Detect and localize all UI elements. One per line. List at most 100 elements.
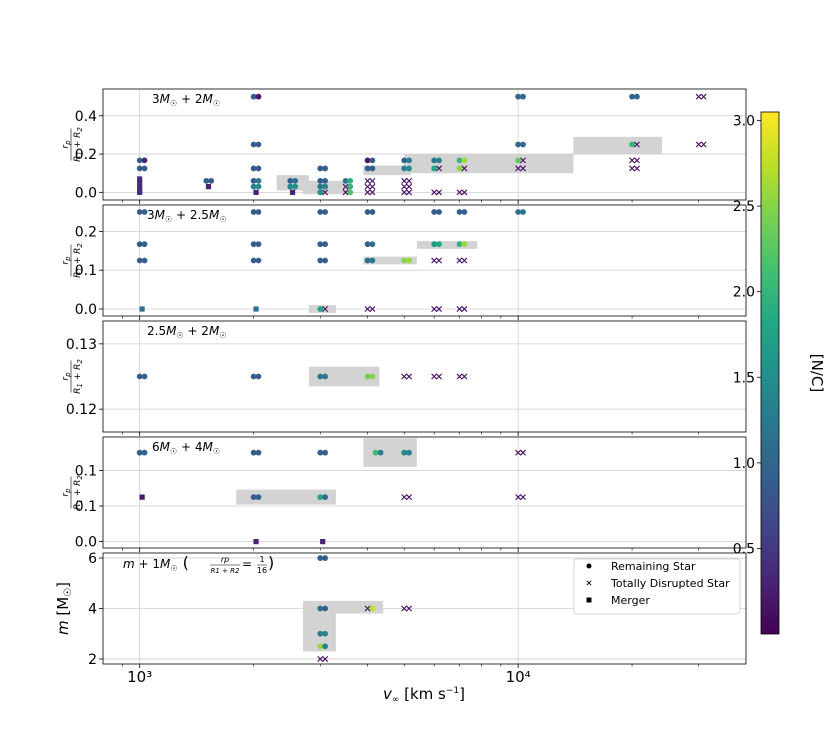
shaded-region — [573, 136, 663, 155]
point-remaining-star — [322, 241, 329, 248]
point-remaining-star — [347, 177, 354, 184]
x-ticks — [122, 316, 700, 320]
point-remaining-star — [322, 373, 329, 380]
point-merger — [139, 306, 145, 312]
x-axis-label: v∞ [km s−1] — [383, 685, 465, 705]
x-stroke — [629, 165, 636, 172]
point-disrupted-star — [700, 93, 707, 100]
point-disrupted-star — [431, 189, 438, 196]
point-disrupted-star — [342, 189, 349, 196]
point-disrupted-star — [456, 373, 463, 380]
num: 6 — [152, 440, 160, 454]
point-remaining-star — [255, 177, 262, 184]
point-remaining-star — [401, 157, 408, 164]
point-remaining-star — [431, 241, 438, 248]
y-tick-label: 4 — [88, 602, 97, 618]
x-stroke — [633, 157, 640, 164]
x-stroke — [406, 189, 413, 196]
plus: + — [73, 254, 83, 267]
point-disrupted-star — [401, 189, 408, 196]
y-axis: 0.0 0.2 0.4 — [75, 109, 103, 201]
point-disrupted-star — [436, 257, 443, 264]
point-disrupted-star — [406, 605, 413, 612]
x-stroke — [436, 373, 443, 380]
point-remaining-star — [634, 93, 640, 100]
mass: M — [160, 557, 171, 571]
point-remaining-star — [250, 373, 257, 380]
y-label-denominator: R1 + R2 — [73, 475, 84, 510]
point-disrupted-star — [520, 157, 526, 164]
colorbar-tick-label: 2.0 — [733, 285, 755, 301]
x-stroke — [406, 605, 413, 612]
y-axis-label-text: m [M☉] — [54, 582, 74, 635]
x-stroke — [406, 494, 413, 501]
point-remaining-star — [208, 177, 215, 184]
point-remaining-star — [317, 306, 324, 312]
point-remaining-star — [255, 183, 262, 190]
point-remaining-star — [342, 177, 349, 184]
x-stroke — [369, 189, 376, 196]
point-remaining-star — [136, 209, 143, 215]
point-remaining-star — [515, 209, 522, 215]
x-stroke — [461, 373, 468, 380]
x-stroke — [369, 183, 376, 190]
point-remaining-star — [141, 157, 148, 164]
point-remaining-star — [436, 157, 442, 164]
panel-title-text: 3M☉ + 2.5M☉ — [147, 208, 226, 224]
data-points — [136, 209, 526, 313]
point-remaining-star — [322, 257, 329, 264]
fraction-num: rp — [221, 555, 229, 564]
point-disrupted-star — [342, 183, 349, 190]
mass: M — [160, 440, 171, 454]
y-label-numerator: rp — [61, 488, 72, 497]
y-axis: 0.0 0.1 0.1 — [75, 463, 103, 551]
data-points — [136, 373, 468, 380]
point-merger — [137, 189, 143, 195]
x-stroke — [695, 141, 702, 148]
x-stroke — [520, 165, 526, 172]
point-remaining-star — [347, 189, 354, 196]
point-disrupted-star — [515, 494, 522, 501]
point-disrupted-star — [406, 177, 413, 184]
point-remaining-star — [287, 177, 294, 184]
point-remaining-star — [456, 209, 463, 215]
panel-title: 2.5M☉ + 2M☉ — [147, 324, 226, 340]
y-tick-label: 0.1 — [75, 263, 97, 279]
x-stroke — [317, 655, 324, 662]
point-disrupted-star — [364, 177, 371, 184]
point-remaining-star — [255, 257, 262, 264]
mass: M — [209, 208, 220, 222]
close-bracket: ] — [459, 685, 465, 703]
point-remaining-star — [515, 157, 522, 164]
point-remaining-star — [322, 555, 329, 561]
point-disrupted-star — [436, 165, 443, 172]
point-remaining-star — [364, 241, 371, 248]
point-remaining-star — [364, 165, 371, 172]
point-remaining-star — [322, 183, 329, 190]
point-remaining-star — [255, 494, 262, 501]
point-remaining-star — [136, 165, 143, 172]
y-tick-label: 0.0 — [75, 535, 97, 551]
shaded-region — [404, 154, 574, 174]
point-remaining-star — [369, 257, 376, 264]
subscript: 2 — [76, 475, 84, 480]
point-disrupted-star — [456, 306, 463, 313]
subscript: 2 — [76, 359, 84, 364]
point-merger — [253, 306, 259, 312]
point-remaining-star — [406, 165, 412, 172]
r2: R — [73, 132, 83, 138]
subscript: p — [64, 372, 72, 378]
point-disrupted-star — [633, 157, 640, 164]
r2: R — [73, 248, 83, 254]
point-remaining-star — [250, 241, 257, 248]
x-stroke — [369, 177, 376, 184]
x-ticks — [122, 548, 700, 552]
x-stroke — [456, 257, 463, 264]
y-axis: 0.12 0.13 — [66, 337, 103, 418]
point-disrupted-star — [317, 655, 324, 662]
point-disrupted-star — [322, 189, 329, 196]
